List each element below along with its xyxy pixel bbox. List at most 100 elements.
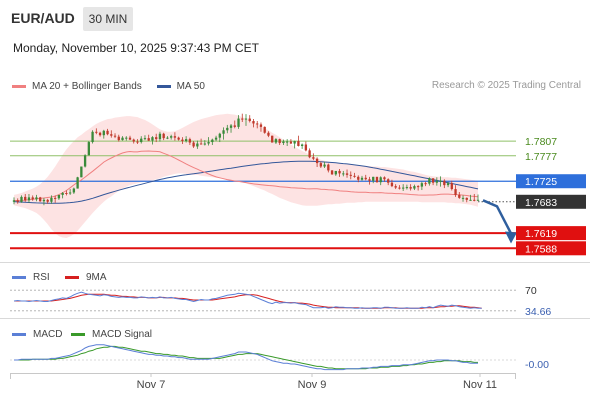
candle-body — [323, 164, 326, 167]
timeframe-badge[interactable]: 30 MIN — [83, 7, 133, 31]
candle-body — [372, 176, 375, 181]
candle-body — [110, 134, 113, 136]
candle-body — [345, 173, 349, 175]
candle-body — [458, 194, 461, 198]
candle-body — [199, 143, 203, 145]
candle-body — [188, 139, 192, 143]
legend-ma50: MA 50 — [156, 81, 205, 92]
candle-body — [248, 118, 251, 122]
candle-body — [54, 197, 57, 199]
candle-body — [218, 133, 221, 138]
candle-body — [435, 180, 438, 183]
candle-body — [226, 127, 229, 131]
candle-body — [375, 176, 379, 183]
candle-body — [151, 137, 154, 141]
candle-body — [413, 186, 416, 189]
candle-body — [147, 138, 150, 141]
credit-text: Research © 2025 Trading Central — [431, 80, 581, 91]
candle-body — [394, 186, 397, 188]
candle-body — [368, 179, 371, 181]
candle-body — [46, 199, 49, 202]
chart-datetime: Monday, November 10, 2025 9:37:43 PM CET — [13, 41, 259, 55]
candle-body — [319, 163, 322, 167]
forecast-arrow-head — [505, 231, 517, 244]
candle-body — [16, 200, 19, 202]
candle-body — [327, 164, 330, 171]
candle-body — [364, 177, 367, 180]
candle-body — [454, 189, 457, 195]
macd-line — [14, 344, 478, 371]
candle-body — [304, 144, 308, 151]
macd-panel: MACD MACD Signal -0.00 — [10, 329, 549, 371]
rsi-panel: RSI 9MA 70 34.66 — [10, 272, 551, 318]
bollinger-band — [14, 113, 478, 238]
candle-body — [184, 139, 188, 142]
legend-rsi-swatch — [12, 276, 26, 279]
candle-body — [61, 192, 64, 195]
candle-body — [229, 125, 233, 128]
candle-body — [286, 141, 289, 143]
rsi-line — [13, 291, 482, 309]
candle-body — [300, 144, 304, 146]
ma20-line — [13, 150, 479, 202]
candle-body — [357, 176, 360, 180]
support-label-bg — [516, 226, 586, 241]
legend-macd-signal-swatch — [71, 333, 85, 336]
candle-body — [68, 192, 72, 194]
chart-header: EUR/AUD 30 MIN Monday, November 10, 2025… — [0, 0, 590, 66]
candle-body — [196, 143, 199, 147]
pivot-label-bg — [516, 174, 586, 189]
candle-body — [353, 175, 356, 177]
currency-pair-title: EUR/AUD — [11, 10, 75, 26]
candle-body — [405, 187, 409, 189]
candle-body — [330, 170, 334, 175]
candle-body — [383, 177, 386, 180]
candle-body — [72, 188, 76, 193]
candle-body — [87, 142, 90, 156]
candle-body — [181, 139, 184, 142]
candle-body — [117, 136, 120, 141]
candle-body — [473, 199, 476, 201]
rsi-level-label: 70 — [525, 285, 537, 297]
candle-body — [263, 126, 266, 133]
candle-body — [259, 124, 263, 127]
time-axis: Nov 7 Nov 9 Nov 11 — [10, 373, 516, 391]
candle-body — [95, 131, 98, 133]
resistance-label: 1.7777 — [525, 151, 557, 163]
rsi-ma-line — [14, 293, 482, 309]
candle-body — [379, 177, 382, 183]
candle-body — [80, 166, 83, 178]
forecast-arrow — [482, 199, 513, 235]
candle-body — [446, 183, 450, 186]
legend-ma50-label: MA 50 — [176, 81, 205, 92]
legend-ma20: MA 20 + Bollinger Bands — [12, 81, 142, 92]
candle-body — [132, 139, 135, 142]
candle-body — [424, 183, 427, 185]
candle-body — [420, 183, 424, 187]
x-tick-label: Nov 11 — [463, 379, 497, 391]
candle-body — [312, 157, 315, 159]
candle-body — [42, 199, 46, 202]
legend-ma20-label: MA 20 + Bollinger Bands — [32, 81, 142, 92]
candle-body — [140, 138, 143, 143]
ma50-swatch — [156, 85, 171, 88]
candle-body — [338, 170, 341, 174]
candle-body — [402, 187, 405, 189]
legend-rsi-ma-label: 9MA — [86, 272, 107, 283]
support-label: 1.7588 — [525, 243, 557, 255]
candle-body — [465, 197, 468, 200]
candle-body — [76, 177, 79, 189]
candle-body — [342, 173, 345, 175]
candle-body — [39, 197, 42, 202]
candle-body — [450, 183, 453, 190]
candle-body — [461, 197, 465, 199]
macd-signal-line — [14, 345, 478, 370]
candle-body — [155, 137, 158, 140]
candle-body — [177, 137, 180, 140]
candle-body — [121, 137, 124, 141]
candle-body — [293, 141, 296, 144]
candle-body — [256, 123, 259, 125]
candle-body — [222, 130, 225, 134]
candle-body — [443, 180, 446, 186]
